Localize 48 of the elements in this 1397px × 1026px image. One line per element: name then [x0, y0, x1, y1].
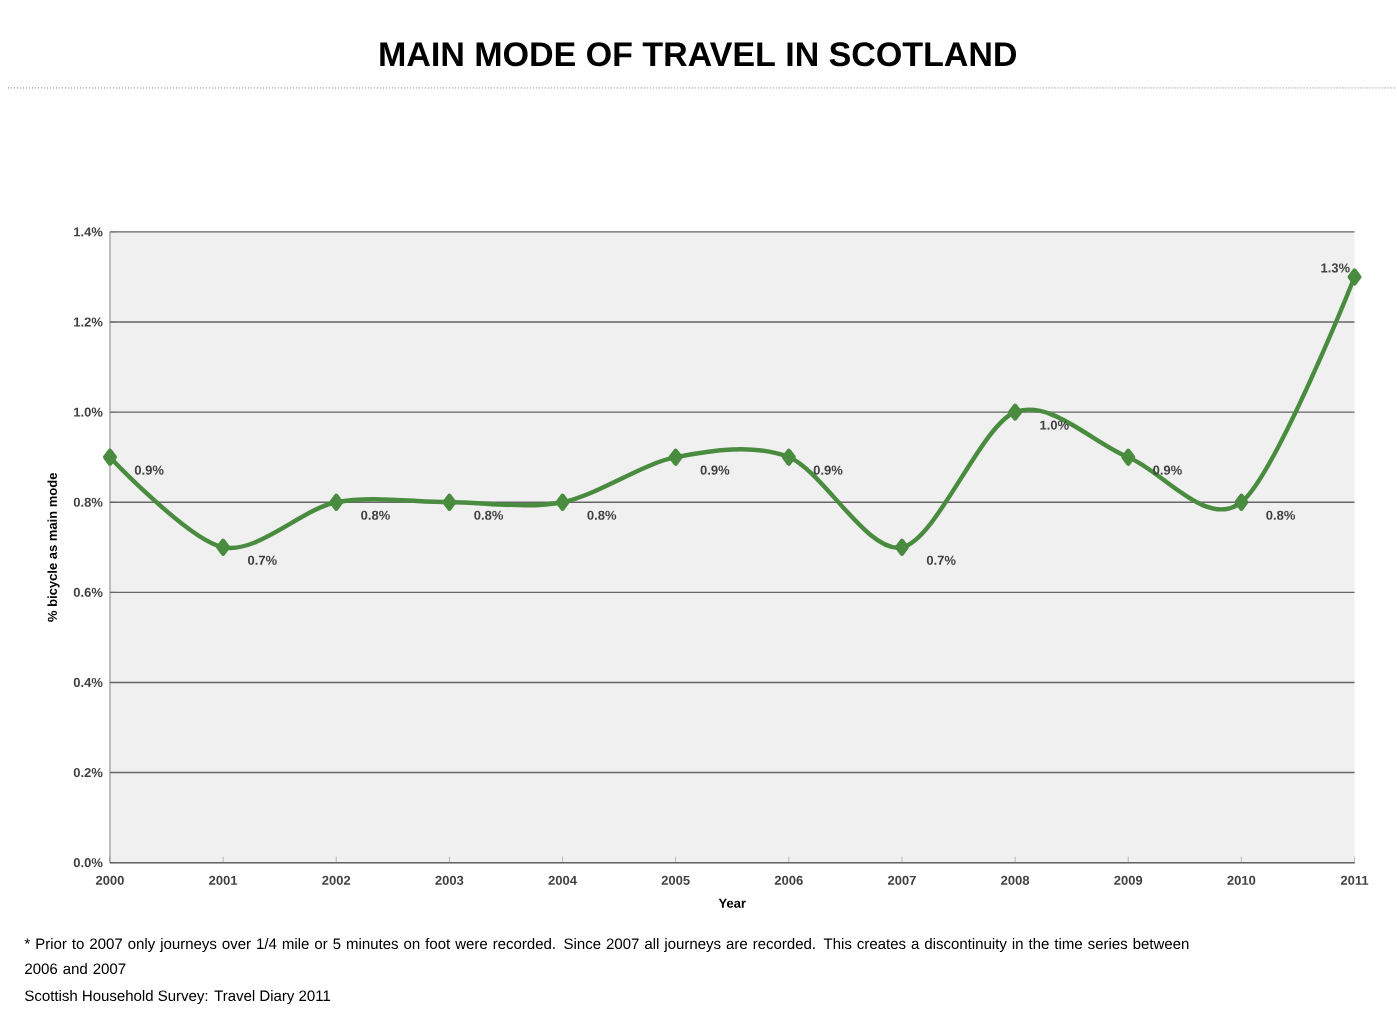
- chart-title: MAIN MODE OF TRAVEL IN SCOTLAND: [380, 42, 1017, 67]
- y-tick-label: 0.0%: [73, 858, 103, 868]
- x-tick-label: 2001: [209, 875, 238, 886]
- point: [1234, 493, 1249, 512]
- x-tick-label: 2000: [95, 875, 124, 886]
- data-label: 0.9%: [1153, 465, 1182, 475]
- x-axis-title: Year: [718, 898, 746, 908]
- x-tick-label: 2009: [1114, 875, 1143, 886]
- x-tick-label: 2008: [1001, 875, 1030, 886]
- y-axis-title: % bicycle as main mode: [47, 473, 60, 622]
- data-label: 0.7%: [248, 555, 277, 566]
- point: [1121, 448, 1136, 466]
- point: [102, 448, 117, 466]
- point: [555, 493, 570, 512]
- text: * Prior to 2007 only journeys over 1/4 mile or 5 minutes on foot were recorded. Since 2007 all journeys are recorded. This creates a discontinuity in the time series between 2006 and 2007: [24, 938, 1189, 975]
- data-label: 0.8%: [361, 510, 390, 521]
- point: [216, 538, 231, 557]
- x-tick-label: 2002: [322, 875, 351, 886]
- point: [442, 493, 457, 512]
- data-label: 0.9%: [134, 465, 164, 475]
- point: [894, 538, 909, 557]
- data-label: 0.9%: [813, 465, 843, 475]
- y-tick-label: 0.2%: [73, 768, 103, 778]
- x-tick-label: 2011: [1340, 875, 1369, 886]
- data-label: 0.8%: [587, 510, 617, 521]
- data-label: 0.7%: [926, 555, 956, 566]
- data-label: 0.9%: [700, 465, 730, 475]
- y-tick-label: 1.4%: [74, 227, 103, 237]
- x-tick-label: 2004: [548, 875, 577, 886]
- point: [668, 448, 683, 466]
- point: [781, 448, 796, 466]
- data-label: 1.0%: [1040, 420, 1069, 430]
- point: [1008, 403, 1023, 421]
- x-tick-label: 2005: [661, 875, 690, 886]
- x-tick-label: 2003: [435, 875, 464, 886]
- x-tick-label: 2010: [1227, 875, 1256, 886]
- y-tick-label: 0.6%: [73, 587, 103, 598]
- x-tick-label: 2006: [774, 875, 803, 886]
- y-tick-label: 1.0%: [74, 407, 103, 417]
- point: [329, 493, 344, 512]
- y-tick-label: 0.8%: [73, 497, 103, 508]
- data-label: 0.8%: [1266, 510, 1296, 521]
- x-tick-label: 2007: [887, 875, 916, 886]
- data-label: 1.3%: [1321, 263, 1350, 273]
- text: Scottish Household Survey: Travel Diary 2011: [25, 990, 331, 1005]
- data-label: 0.8%: [474, 510, 504, 521]
- y-tick-label: 0.4%: [73, 678, 103, 688]
- y-tick-label: 1.2%: [74, 317, 103, 327]
